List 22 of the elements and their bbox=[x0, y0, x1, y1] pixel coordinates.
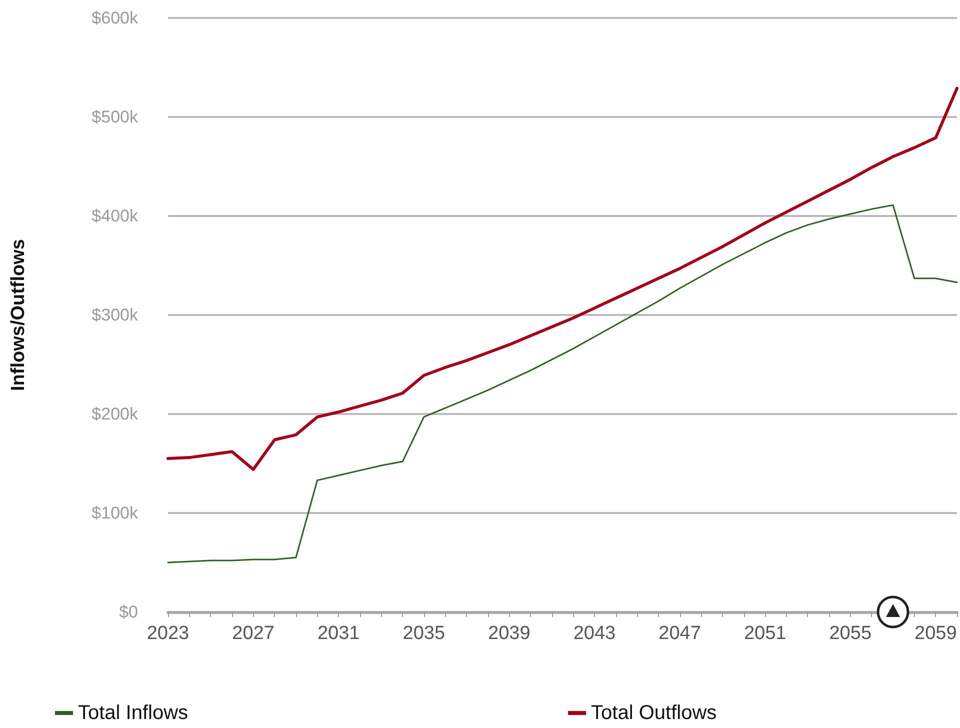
y-tick-label: $100k bbox=[92, 504, 138, 522]
x-tick-label: 2051 bbox=[744, 623, 786, 644]
y-axis-title: Inflows/Outflows bbox=[8, 239, 29, 391]
line-series bbox=[167, 204, 958, 564]
x-tick-label: 2059 bbox=[914, 623, 957, 644]
line-series bbox=[166, 86, 958, 471]
legend-label: Total Outflows bbox=[591, 702, 717, 724]
y-tick-label: $400k bbox=[92, 206, 138, 226]
y-tick-label: $500k bbox=[92, 108, 138, 126]
x-tick-label: 2039 bbox=[488, 623, 530, 644]
y-tick-label: $300k bbox=[92, 306, 138, 324]
x-tick-label: 2035 bbox=[402, 623, 446, 644]
legend-label: Total Inflows bbox=[78, 702, 188, 724]
x-tick-label: 2027 bbox=[232, 623, 274, 644]
x-tick-label: 2043 bbox=[573, 623, 616, 644]
x-tick-label: 2055 bbox=[829, 623, 872, 644]
x-tick-label: 2031 bbox=[317, 623, 360, 644]
y-tick-label: $0 bbox=[119, 602, 138, 622]
x-tick-label: 2047 bbox=[658, 623, 701, 644]
y-tick-label: $600k bbox=[92, 8, 138, 28]
x-tick-label: 2023 bbox=[146, 623, 190, 644]
y-tick-label: $200k bbox=[92, 404, 138, 424]
